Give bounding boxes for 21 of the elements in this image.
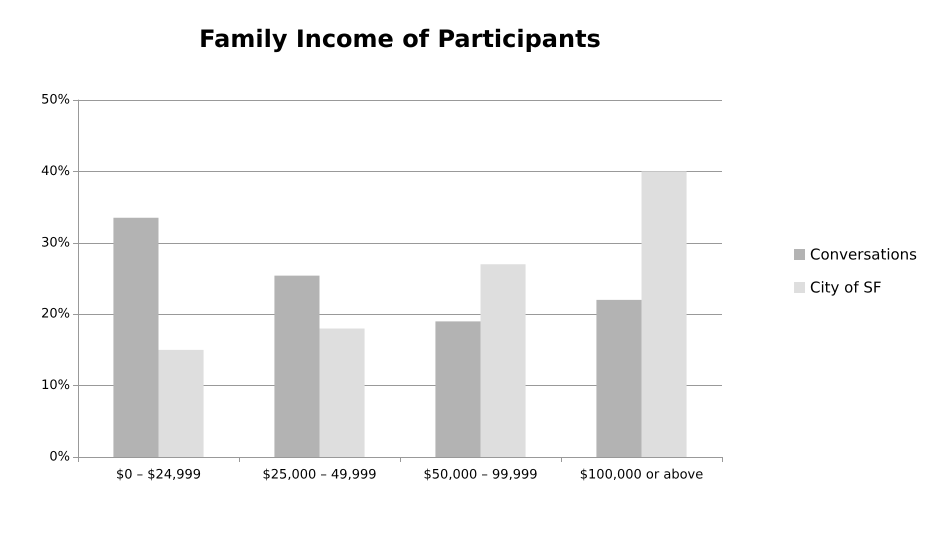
- y-tick-label: 10%: [41, 378, 70, 394]
- chart-title: Family Income of Participants: [199, 25, 601, 53]
- y-tick-label: 50%: [41, 92, 70, 108]
- bar: [596, 300, 642, 457]
- y-tick-label: 40%: [41, 164, 70, 179]
- x-tick-label: $100,000 or above: [580, 468, 704, 482]
- bar: [158, 350, 204, 457]
- y-tick-label: 20%: [41, 306, 70, 322]
- x-tick-label: $0 – $24,999: [116, 468, 202, 482]
- x-tick-label: $50,000 – 99,999: [423, 468, 538, 482]
- bar: [480, 264, 526, 457]
- legend-label: City of SF: [810, 278, 882, 296]
- bar: [642, 171, 687, 457]
- bar: [435, 321, 480, 457]
- bar: [113, 218, 158, 457]
- x-tick-label: $25,000 – 49,999: [262, 468, 377, 482]
- legend-label: Conversations: [810, 246, 918, 264]
- y-tick-label: 0%: [49, 450, 70, 464]
- bar: [320, 328, 365, 457]
- y-tick-label: 30%: [41, 235, 70, 250]
- bar: [274, 276, 320, 457]
